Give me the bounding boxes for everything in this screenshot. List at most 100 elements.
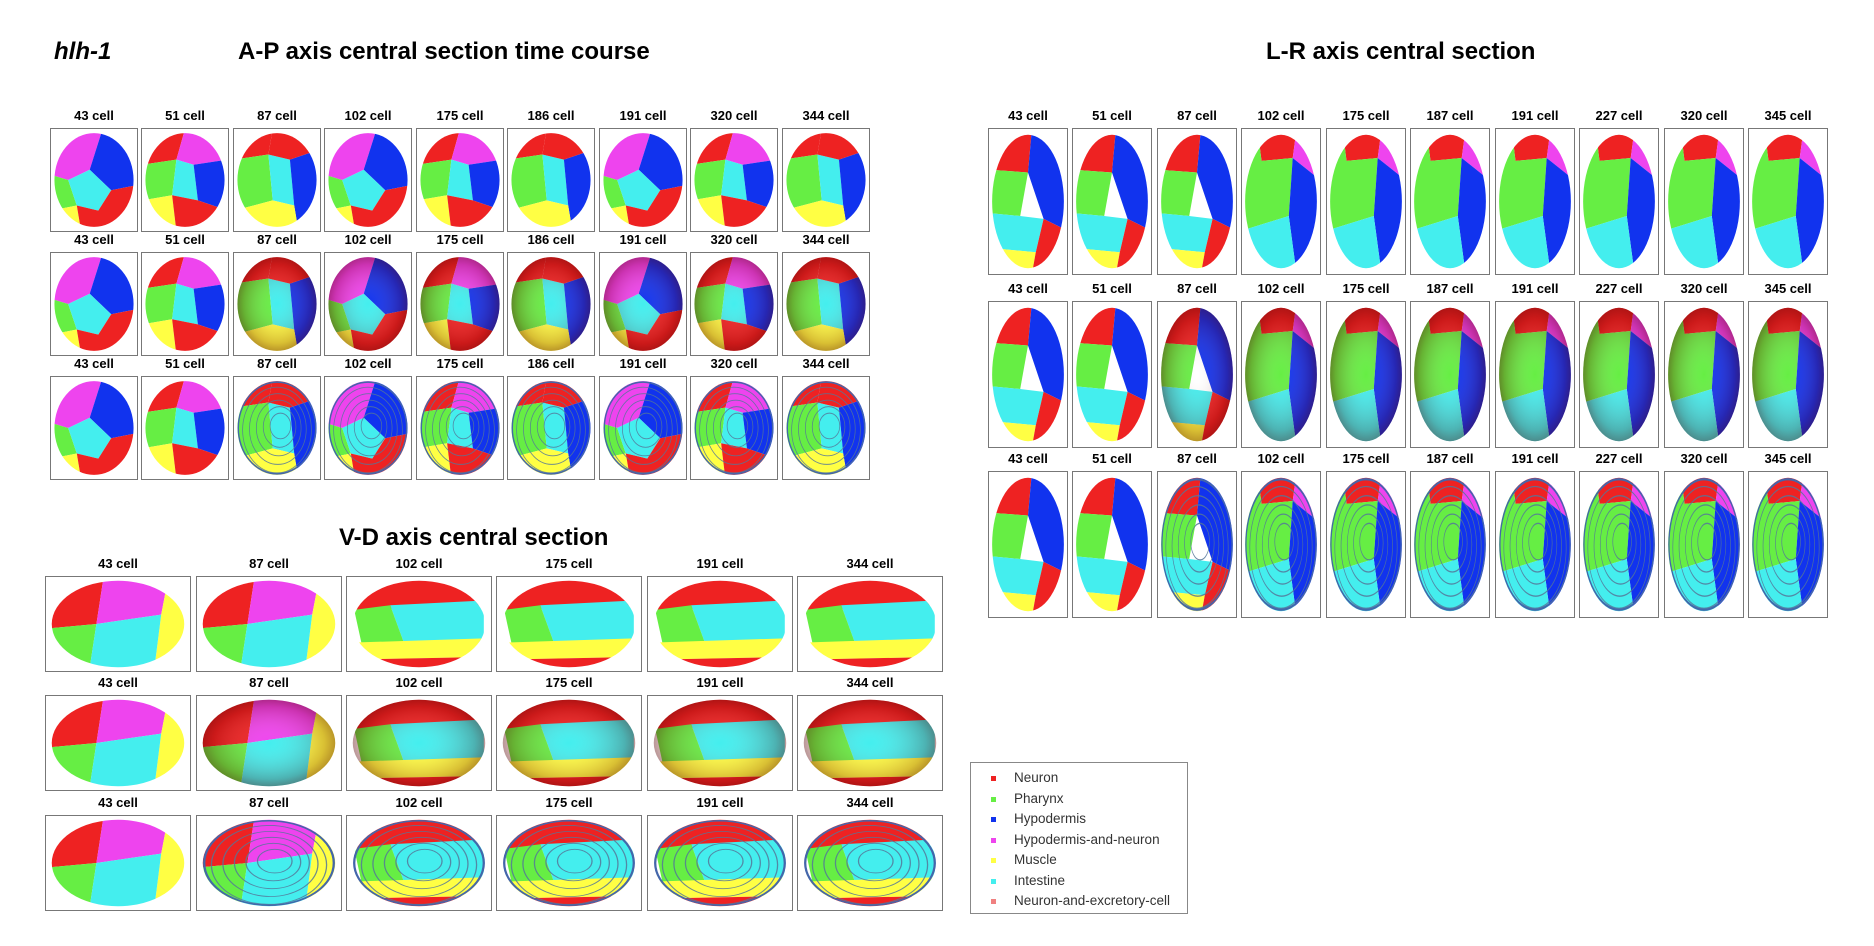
ap-section-r3-c8 xyxy=(690,376,778,480)
ap-section-r3-c9 xyxy=(782,376,870,480)
lr-label-r2-c4: 102 cell xyxy=(1257,281,1305,296)
legend-marker xyxy=(991,858,996,863)
ap-section-r2-c2 xyxy=(141,252,229,356)
ap-label-r2-c4: 102 cell xyxy=(344,232,392,247)
lr-title: L-R axis central section xyxy=(1266,38,1536,65)
gene-name: hlh-1 xyxy=(54,38,112,65)
lr-section-r1-c2 xyxy=(1072,128,1152,275)
ap-label-r2-c6: 186 cell xyxy=(527,232,575,247)
lr-section-r1-c6 xyxy=(1410,128,1490,275)
ap-section-r2-c4 xyxy=(324,252,412,356)
legend-marker xyxy=(991,878,996,884)
lr-section-r2-c9 xyxy=(1664,301,1744,448)
vd-label-r2-c6: 344 cell xyxy=(846,675,894,690)
vd-label-r3-c5: 191 cell xyxy=(696,795,744,810)
lr-label-r1-c1: 43 cell xyxy=(1008,108,1048,123)
lr-label-r1-c9: 320 cell xyxy=(1680,108,1728,123)
lr-label-r2-c9: 320 cell xyxy=(1680,281,1728,296)
vd-section-r2-c1 xyxy=(45,695,191,791)
lr-section-r3-c5 xyxy=(1326,471,1406,618)
ap-label-r3-c2: 51 cell xyxy=(165,356,205,371)
lr-section-r2-c2 xyxy=(1072,301,1152,448)
lr-label-r3-c6: 187 cell xyxy=(1426,451,1474,466)
ap-section-r1-c9 xyxy=(782,128,870,232)
lr-section-r3-c2 xyxy=(1072,471,1152,618)
ap-section-r1-c3 xyxy=(233,128,321,232)
vd-label-r1-c5: 191 cell xyxy=(696,556,744,571)
lr-label-r3-c10: 345 cell xyxy=(1764,451,1812,466)
lr-section-r2-c4 xyxy=(1241,301,1321,448)
ap-label-r2-c7: 191 cell xyxy=(619,232,667,247)
ap-section-r3-c5 xyxy=(416,376,504,480)
ap-title: A-P axis central section time course xyxy=(238,38,650,65)
lr-label-r3-c9: 320 cell xyxy=(1680,451,1728,466)
legend: Neuron Pharynx Hypodermis Hypodermis-and-ne… xyxy=(970,762,1188,914)
ap-section-r3-c2 xyxy=(141,376,229,480)
vd-title: V-D axis central section xyxy=(339,524,609,551)
lr-label-r1-c10: 345 cell xyxy=(1764,108,1812,123)
ap-section-r2-c9 xyxy=(782,252,870,356)
lr-label-r2-c3: 87 cell xyxy=(1177,281,1217,296)
vd-section-r1-c3 xyxy=(346,576,492,672)
legend-label: Hypodermis xyxy=(1014,811,1087,826)
ap-section-r2-c3 xyxy=(233,252,321,356)
vd-section-r3-c2 xyxy=(196,815,342,911)
ap-section-r1-c1 xyxy=(50,128,138,232)
vd-section-r1-c4 xyxy=(496,576,642,672)
lr-label-r1-c3: 87 cell xyxy=(1177,108,1217,123)
ap-label-r1-c9: 344 cell xyxy=(802,108,850,123)
vd-label-r2-c2: 87 cell xyxy=(249,675,289,690)
vd-label-r1-c4: 175 cell xyxy=(545,556,593,571)
lr-section-r3-c10 xyxy=(1748,471,1828,618)
lr-section-r1-c9 xyxy=(1664,128,1744,275)
vd-label-r1-c6: 344 cell xyxy=(846,556,894,571)
vd-label-r2-c1: 43 cell xyxy=(98,675,138,690)
vd-section-r3-c6 xyxy=(797,815,943,911)
ap-label-r3-c4: 102 cell xyxy=(344,356,392,371)
legend-marker xyxy=(991,899,996,904)
ap-section-r3-c4 xyxy=(324,376,412,480)
lr-label-r1-c5: 175 cell xyxy=(1342,108,1390,123)
lr-label-r2-c2: 51 cell xyxy=(1092,281,1132,296)
ap-label-r2-c5: 175 cell xyxy=(436,232,484,247)
vd-section-r2-c6 xyxy=(797,695,943,791)
legend-label: Hypodermis-and-neuron xyxy=(1014,831,1160,847)
lr-label-r2-c7: 191 cell xyxy=(1511,281,1559,296)
vd-label-r2-c5: 191 cell xyxy=(696,675,744,690)
ap-label-r2-c1: 43 cell xyxy=(74,232,114,247)
vd-section-r2-c5 xyxy=(647,695,793,791)
ap-section-r1-c7 xyxy=(599,128,687,232)
lr-section-r2-c3 xyxy=(1157,301,1237,448)
lr-label-r3-c4: 102 cell xyxy=(1257,451,1305,466)
lr-label-r1-c8: 227 cell xyxy=(1595,108,1643,123)
ap-section-r1-c5 xyxy=(416,128,504,232)
lr-section-r2-c8 xyxy=(1579,301,1659,448)
ap-section-r2-c7 xyxy=(599,252,687,356)
lr-label-r3-c3: 87 cell xyxy=(1177,451,1217,466)
vd-label-r2-c4: 175 cell xyxy=(545,675,593,690)
legend-marker xyxy=(991,837,996,843)
ap-section-r3-c7 xyxy=(599,376,687,480)
lr-label-r3-c2: 51 cell xyxy=(1092,451,1132,466)
vd-label-r3-c4: 175 cell xyxy=(545,795,593,810)
lr-label-r3-c5: 175 cell xyxy=(1342,451,1390,466)
lr-label-r2-c6: 187 cell xyxy=(1426,281,1474,296)
ap-label-r2-c3: 87 cell xyxy=(257,232,297,247)
lr-section-r2-c7 xyxy=(1495,301,1575,448)
ap-label-r1-c4: 102 cell xyxy=(344,108,392,123)
ap-label-r2-c8: 320 cell xyxy=(710,232,758,247)
ap-label-r1-c7: 191 cell xyxy=(619,108,667,123)
vd-label-r1-c1: 43 cell xyxy=(98,556,138,571)
lr-label-r2-c1: 43 cell xyxy=(1008,281,1048,296)
lr-label-r3-c7: 191 cell xyxy=(1511,451,1559,466)
ap-section-r1-c4 xyxy=(324,128,412,232)
vd-section-r3-c1 xyxy=(45,815,191,911)
ap-section-r2-c5 xyxy=(416,252,504,356)
vd-label-r3-c2: 87 cell xyxy=(249,795,289,810)
ap-label-r3-c9: 344 cell xyxy=(802,356,850,371)
ap-label-r3-c1: 43 cell xyxy=(74,356,114,371)
vd-section-r2-c3 xyxy=(346,695,492,791)
legend-label: Neuron-and-excretory-cell xyxy=(1014,893,1171,908)
ap-label-r1-c8: 320 cell xyxy=(710,108,758,123)
ap-section-r1-c6 xyxy=(507,128,595,232)
